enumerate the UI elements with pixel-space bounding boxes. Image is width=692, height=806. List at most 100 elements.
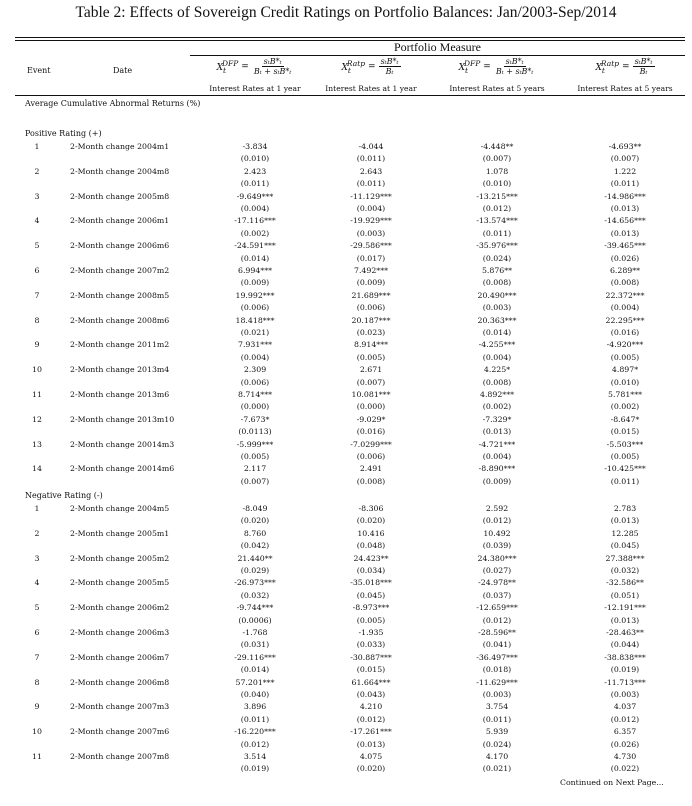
event-date: 2-Month change 2006m3 bbox=[70, 628, 170, 637]
standard-error-cell: (0.006) bbox=[356, 451, 386, 461]
event-date: 2-Month change 2004m1 bbox=[70, 142, 170, 151]
column-subheader: Interest Rates at 5 years bbox=[449, 84, 545, 93]
coefficient-cell: -1.935 bbox=[358, 628, 384, 637]
event-date: 2-Month change 2006m1 bbox=[70, 216, 170, 226]
standard-error-cell: (0.013) bbox=[610, 615, 640, 625]
event-number: 13 bbox=[32, 439, 42, 449]
coefficient-cell: 8.760 bbox=[243, 528, 267, 538]
coefficient-cell: 2.643 bbox=[359, 166, 383, 176]
coefficient-cell: -14.986*** bbox=[604, 191, 646, 201]
coefficient-cell: 3.896 bbox=[243, 702, 267, 712]
standard-error-cell: (0.008) bbox=[356, 476, 386, 486]
column-formula: XtDFP = sₜB*ₜ Bₜ + sₜB*ₜ bbox=[432, 57, 562, 76]
coefficient-cell: 61.664*** bbox=[351, 677, 391, 687]
coefficient-cell: -9.029* bbox=[356, 414, 386, 424]
table-row: 3 2-Month change 2005m2 21.440** (0.029) 24… bbox=[0, 553, 692, 578]
coefficient-cell: -4.693** bbox=[608, 142, 642, 151]
coefficient-cell: 1.078 bbox=[485, 166, 509, 176]
coefficient-cell: -8.973*** bbox=[352, 603, 390, 613]
coefficient-cell: 10.416 bbox=[357, 528, 385, 538]
column-formula: XtDFP = sₜB*ₜ Bₜ + sₜB*ₜ bbox=[190, 57, 320, 76]
event-number: 6 bbox=[34, 266, 40, 275]
event-date: 2-Month change 2005m2 bbox=[70, 553, 170, 563]
event-date: 2-Month change 2005m5 bbox=[70, 578, 170, 588]
coefficient-cell: 10.081*** bbox=[351, 390, 391, 399]
table-row: 6 2-Month change 2007m2 6.994*** (0.009) 7.… bbox=[0, 265, 692, 290]
event-number: 10 bbox=[32, 727, 42, 737]
standard-error-cell: (0.015) bbox=[610, 427, 640, 437]
coefficient-cell: 19.992*** bbox=[235, 290, 275, 300]
standard-error-cell: (0.011) bbox=[240, 714, 270, 724]
coefficient-cell: -8.306 bbox=[358, 504, 384, 513]
table-row: 9 2-Month change 2007m3 3.896 (0.011) 4.210… bbox=[0, 701, 692, 726]
coefficient-cell: 20.363*** bbox=[477, 315, 517, 325]
coefficient-cell: 2.491 bbox=[359, 464, 383, 474]
table-caption: Average Cumulative Abnormal Returns (%) bbox=[25, 99, 201, 108]
standard-error-cell: (0.003) bbox=[482, 303, 512, 313]
coefficient-cell: -11.129*** bbox=[350, 191, 392, 201]
event-date: 2-Month change 2013m6 bbox=[70, 390, 170, 399]
event-header: Event bbox=[27, 66, 51, 75]
coefficient-cell: 4.730 bbox=[613, 752, 637, 761]
coefficient-cell: 12.285 bbox=[611, 528, 639, 538]
event-number: 9 bbox=[34, 702, 40, 712]
table-row: 4 2-Month change 2005m5 -26.973*** (0.032)… bbox=[0, 577, 692, 602]
standard-error-cell: (0.033) bbox=[356, 640, 386, 650]
coefficient-cell: -35.976*** bbox=[476, 241, 518, 251]
coefficient-cell: -29.586*** bbox=[350, 241, 392, 251]
coefficient-cell: -9.744*** bbox=[236, 603, 274, 613]
event-number: 2 bbox=[34, 528, 40, 538]
coefficient-cell: -7.673* bbox=[240, 414, 270, 424]
event-number: 12 bbox=[32, 414, 42, 424]
column-subheader: Interest Rates at 1 year bbox=[209, 84, 301, 93]
equals-sign: = bbox=[622, 61, 630, 72]
standard-error-cell: (0.004) bbox=[482, 451, 512, 461]
formula-fraction: sₜB*ₜ Bₜ bbox=[632, 57, 655, 76]
standard-error-cell: (0.013) bbox=[610, 516, 640, 526]
coefficient-cell: -4.255*** bbox=[478, 340, 516, 350]
coefficient-cell: -29.116*** bbox=[234, 652, 276, 662]
standard-error-cell: (0.011) bbox=[240, 179, 270, 189]
coefficient-cell: -32.586** bbox=[606, 578, 644, 588]
event-date: 2-Month change 20014m6 bbox=[70, 464, 175, 474]
coefficient-cell: 6.357 bbox=[613, 727, 637, 737]
standard-error-cell: (0.014) bbox=[482, 327, 512, 337]
standard-error-cell: (0.040) bbox=[240, 689, 270, 699]
coefficient-cell: 3.754 bbox=[485, 702, 509, 712]
table-row: 4 2-Month change 2006m1 -17.116*** (0.002)… bbox=[0, 215, 692, 240]
event-date: 2-Month change 2008m6 bbox=[70, 315, 170, 325]
standard-error-cell: (0.011) bbox=[610, 179, 640, 189]
standard-error-cell: (0.013) bbox=[482, 427, 512, 437]
formula-lhs: XtDFP bbox=[458, 58, 481, 75]
standard-error-cell: (0.042) bbox=[240, 541, 270, 551]
coefficient-cell: 3.514 bbox=[243, 752, 267, 761]
coefficient-cell: -24.591*** bbox=[234, 241, 276, 251]
coefficient-cell: 6.994*** bbox=[237, 266, 273, 275]
coefficient-cell: -4.044 bbox=[358, 142, 384, 151]
coefficient-cell: 2.592 bbox=[485, 504, 509, 513]
header-rule bbox=[15, 95, 685, 96]
coefficient-cell: 4.037 bbox=[613, 702, 637, 712]
coefficient-cell: -13.215*** bbox=[476, 191, 518, 201]
coefficient-cell: -1.768 bbox=[242, 628, 268, 637]
standard-error-cell: (0.0006) bbox=[238, 615, 272, 625]
standard-error-cell: (0.019) bbox=[240, 764, 270, 774]
event-number: 11 bbox=[32, 390, 42, 399]
table-title: Table 2: Effects of Sovereign Credit Rat… bbox=[75, 4, 617, 21]
standard-error-cell: (0.011) bbox=[610, 476, 640, 486]
standard-error-cell: (0.032) bbox=[610, 565, 640, 575]
portfolio-measure-heading: Portfolio Measure bbox=[394, 40, 481, 54]
event-date: 2-Month change 2005m8 bbox=[70, 191, 170, 201]
standard-error-cell: (0.020) bbox=[240, 516, 270, 526]
standard-error-cell: (0.011) bbox=[356, 179, 386, 189]
standard-error-cell: (0.004) bbox=[240, 203, 270, 213]
standard-error-cell: (0.010) bbox=[482, 179, 512, 189]
standard-error-cell: (0.012) bbox=[482, 615, 512, 625]
coefficient-cell: -7.0299*** bbox=[350, 439, 392, 449]
formula-fraction: sₜB*ₜ Bₜ + sₜB*ₜ bbox=[495, 57, 534, 76]
coefficient-cell: -24.978** bbox=[478, 578, 516, 588]
event-date: 2-Month change 2007m3 bbox=[70, 702, 170, 712]
event-number: 5 bbox=[34, 241, 40, 251]
standard-error-cell: (0.015) bbox=[356, 665, 386, 675]
coefficient-cell: 2.117 bbox=[243, 464, 267, 474]
